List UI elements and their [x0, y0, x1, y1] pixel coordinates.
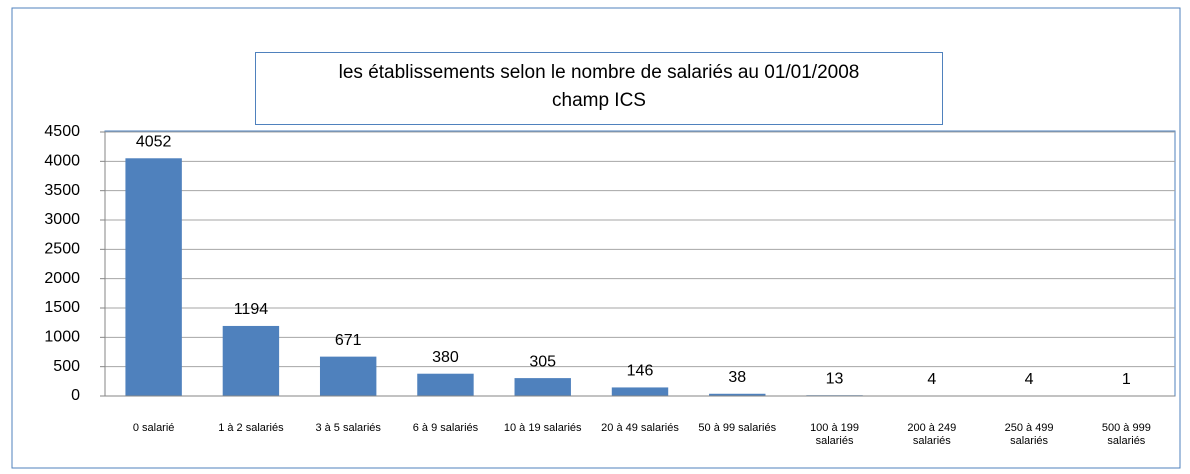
x-tick-label: 1 à 2 salariés [218, 422, 284, 434]
bar [611, 387, 669, 396]
chart-subtitle: champ ICS [552, 90, 646, 111]
x-tick-label: 50 à 99 salariés [698, 422, 777, 434]
data-label: 38 [728, 369, 746, 386]
title-box: les établissements selon le nombre de sa… [255, 52, 943, 125]
y-tick-label: 1000 [44, 329, 80, 346]
data-label: 146 [627, 363, 654, 380]
chart-title: les établissements selon le nombre de sa… [338, 62, 860, 83]
x-tick-label: 0 salarié [132, 422, 175, 434]
y-tick-label: 4500 [44, 123, 80, 140]
y-tick-label: 2500 [44, 241, 80, 258]
y-tick-label: 1500 [44, 299, 80, 316]
data-label: 1194 [234, 301, 269, 318]
data-label: 671 [335, 332, 362, 349]
data-label: 4052 [136, 134, 172, 151]
data-label: 1 [1122, 371, 1131, 388]
bar [222, 325, 280, 396]
y-tick-label: 3500 [44, 182, 80, 199]
x-tick-label: 250 à 499 salariés [1004, 422, 1054, 447]
data-label: 380 [432, 349, 459, 366]
x-tick-label: 6 à 9 salariés [412, 422, 479, 434]
bar [514, 378, 571, 396]
y-tick-label: 4000 [44, 153, 80, 170]
bar [319, 356, 377, 396]
data-label: 4 [1025, 371, 1034, 388]
bar [125, 158, 182, 396]
y-tick-label: 0 [71, 387, 80, 404]
x-tick-label: 10 à 19 salariés [503, 422, 582, 434]
data-label: 4 [927, 371, 936, 388]
x-tick-label: 20 à 49 salariés [601, 422, 679, 434]
data-label: 13 [826, 370, 844, 387]
y-tick-label: 3000 [44, 211, 80, 228]
x-tick-label: 3 à 5 salariés [315, 422, 381, 434]
bar [417, 373, 474, 396]
data-label: 305 [529, 353, 556, 370]
y-tick-label: 2000 [44, 270, 80, 287]
bar [709, 393, 766, 396]
x-tick-label: 200 à 249 salariés [907, 422, 957, 447]
y-tick-label: 500 [53, 358, 80, 375]
x-tick-label: 100 à 199 salariés [810, 422, 859, 447]
x-tick-label: 500 à 999 salariés [1101, 422, 1151, 447]
chart-border [11, 7, 1181, 469]
